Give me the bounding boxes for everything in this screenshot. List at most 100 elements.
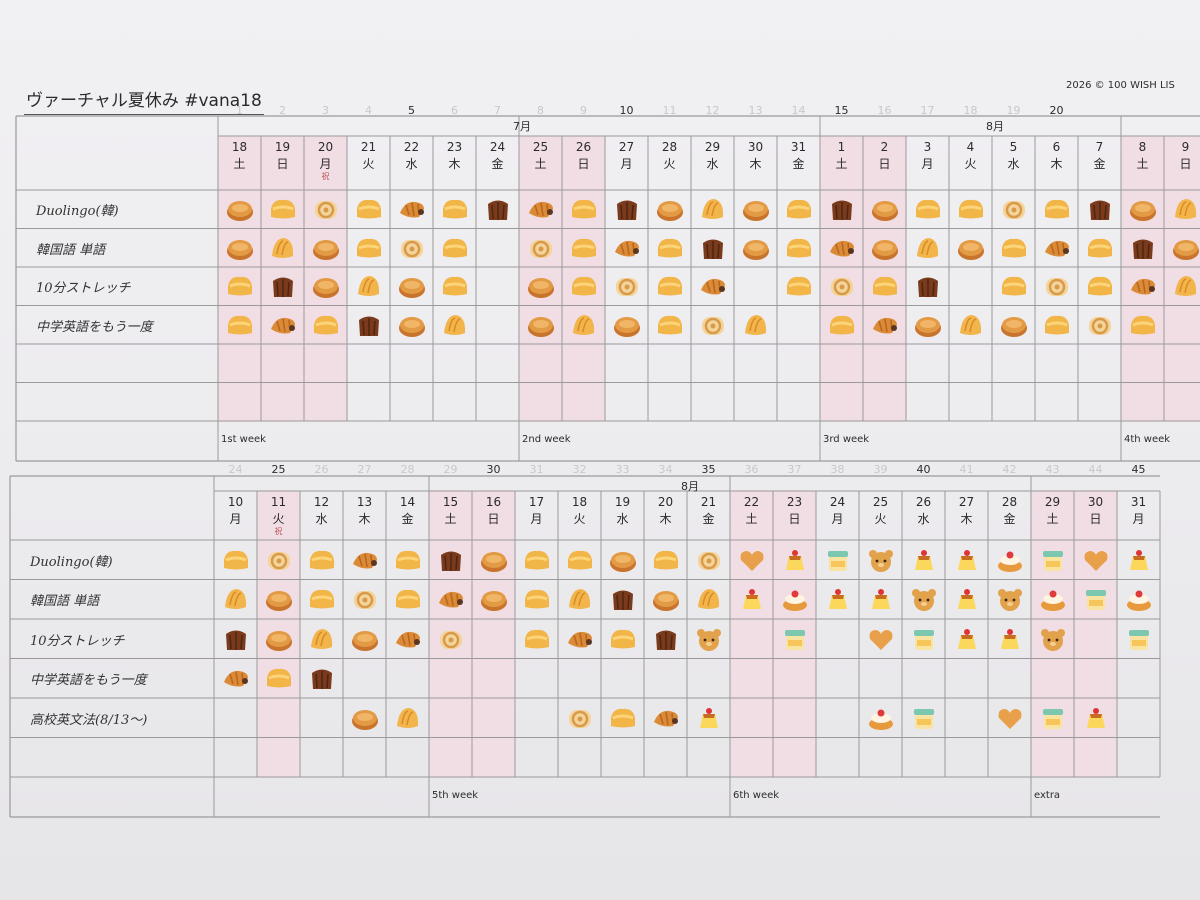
sticker-r <box>1042 272 1072 300</box>
week-number: 19 <box>1006 104 1021 117</box>
sticker-ma <box>913 234 943 262</box>
week-number: 8 <box>537 104 544 117</box>
day-number: 28 <box>1001 495 1018 509</box>
sticker-m <box>393 546 423 574</box>
sticker-pu <box>866 585 896 613</box>
sticker-p <box>311 272 341 300</box>
day-of-week: 水 <box>616 512 629 526</box>
sticker-pu <box>780 546 810 574</box>
month-label: 7月 <box>513 120 531 133</box>
weekend-column-shade <box>730 491 773 777</box>
day-of-week: 金 <box>702 512 715 526</box>
sticker-m <box>999 234 1029 262</box>
week-number: 24 <box>228 463 243 476</box>
day-number: 7 <box>1095 140 1104 154</box>
sticker-m <box>608 704 638 732</box>
sticker-p <box>913 311 943 339</box>
day-of-week: 日 <box>276 157 289 171</box>
day-number: 2 <box>880 140 889 154</box>
sticker-ma <box>440 311 470 339</box>
sticker-ma <box>741 311 771 339</box>
task-label: 10分ストレッチ <box>30 633 125 649</box>
sticker-m <box>225 272 255 300</box>
day-of-week: 月 <box>229 512 242 526</box>
sticker-c <box>268 272 298 300</box>
sticker-r <box>612 272 642 300</box>
week-number: 41 <box>959 463 974 476</box>
week-label: 4th week <box>1124 434 1171 445</box>
sticker-c <box>307 664 337 692</box>
sticker-bb <box>866 546 896 574</box>
sticker-m <box>827 311 857 339</box>
day-number: 25 <box>532 140 549 154</box>
day-number: 22 <box>403 140 420 154</box>
sticker-m <box>655 234 685 262</box>
sticker-m <box>264 664 294 692</box>
sticker-ma <box>694 585 724 613</box>
day-number: 8 <box>1138 140 1147 154</box>
task-label: Duolingo(韓) <box>36 204 119 220</box>
day-of-week: 火 <box>573 512 586 526</box>
day-of-week: 土 <box>745 512 758 526</box>
sticker-m <box>784 234 814 262</box>
sticker-cr <box>565 625 595 653</box>
sticker-hc <box>995 704 1025 732</box>
day-number: 29 <box>1044 495 1061 509</box>
day-of-week: 火 <box>874 512 887 526</box>
week-number: 2 <box>279 104 286 117</box>
sticker-m <box>913 195 943 223</box>
day-of-week: 木 <box>749 157 762 171</box>
sticker-m <box>784 195 814 223</box>
day-of-week: 月 <box>530 512 543 526</box>
sticker-ma <box>393 704 423 732</box>
day-of-week: 月 <box>1132 512 1145 526</box>
sticker-pu <box>952 546 982 574</box>
sticker-r <box>350 585 380 613</box>
week-number: 12 <box>705 104 720 117</box>
day-of-week: 日 <box>1089 512 1102 526</box>
week-number: 25 <box>271 463 286 476</box>
task-label: Duolingo(韓) <box>30 554 113 570</box>
task-label: 10分ストレッチ <box>36 281 131 297</box>
sticker-ck <box>1124 585 1154 613</box>
day-number: 24 <box>489 140 506 154</box>
sticker-m <box>225 311 255 339</box>
sticker-p <box>870 234 900 262</box>
day-number: 24 <box>829 495 846 509</box>
day-of-week: 月 <box>831 512 844 526</box>
day-number: 23 <box>786 495 803 509</box>
sticker-p <box>612 311 642 339</box>
sticker-p <box>397 311 427 339</box>
task-label: 高校英文法(8/13〜) <box>30 712 148 728</box>
week-number: 18 <box>963 104 978 117</box>
sticker-cr <box>1128 272 1158 300</box>
day-of-week: 日 <box>487 512 500 526</box>
sticker-m <box>655 311 685 339</box>
sticker-m <box>999 272 1029 300</box>
day-number: 15 <box>442 495 459 509</box>
sticker-cr <box>268 311 298 339</box>
day-number: 17 <box>528 495 545 509</box>
sticker-p <box>479 585 509 613</box>
sticker-c <box>612 195 642 223</box>
day-number: 1 <box>837 140 846 154</box>
sticker-p <box>1128 195 1158 223</box>
sticker-bb <box>909 585 939 613</box>
weekend-column-shade <box>472 491 515 777</box>
sticker-m <box>1085 234 1115 262</box>
sticker-pj <box>1081 585 1111 613</box>
sticker-cr <box>436 585 466 613</box>
day-of-week: 火 <box>272 512 285 526</box>
sticker-m <box>307 546 337 574</box>
page-title: ヴァーチャル夏休み #vana18 <box>24 86 264 115</box>
day-of-week: 日 <box>577 157 590 171</box>
day-of-week: 木 <box>448 157 461 171</box>
sticker-p <box>651 585 681 613</box>
sticker-c <box>483 195 513 223</box>
sticker-m <box>354 234 384 262</box>
sticker-m <box>1042 311 1072 339</box>
day-number: 30 <box>747 140 764 154</box>
sticker-r <box>827 272 857 300</box>
week-label: 2nd week <box>522 434 571 445</box>
